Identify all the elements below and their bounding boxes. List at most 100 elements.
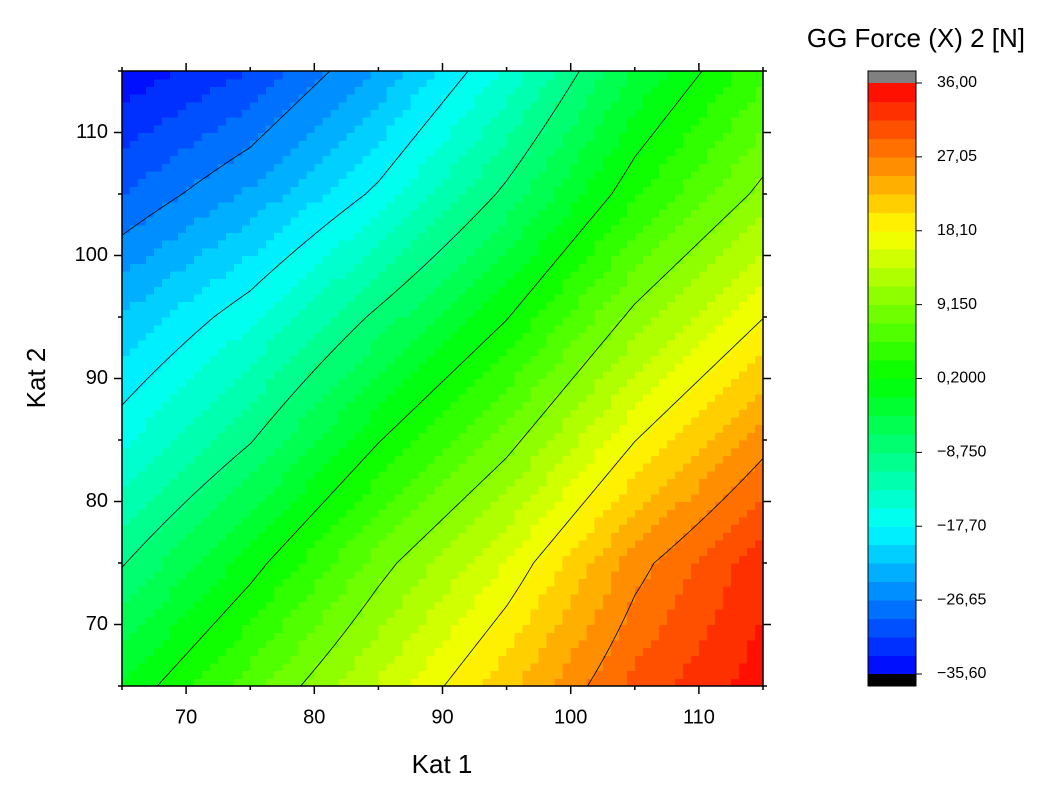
contour-cell: [186, 563, 195, 572]
contour-cell: [266, 355, 275, 364]
contour-cell: [706, 309, 716, 318]
contour-cell: [378, 470, 388, 480]
contour-cell: [578, 416, 588, 426]
contour-cell: [610, 270, 620, 280]
contour-cell: [218, 240, 227, 249]
contour-cell: [354, 263, 363, 272]
contour-cell: [554, 509, 564, 518]
contour-cell: [338, 432, 347, 441]
contour-cell: [722, 501, 732, 510]
contour-cell: [514, 247, 524, 257]
contour-cell: [306, 647, 315, 656]
contour-cell: [634, 386, 644, 395]
contour-cell: [306, 616, 315, 626]
contour-cell: [562, 278, 572, 287]
contour-cell: [674, 386, 684, 395]
contour-cell: [738, 317, 748, 326]
contour-cell: [674, 424, 684, 433]
contour-cell: [162, 247, 171, 257]
contour-cell: [434, 578, 444, 587]
contour-cell: [378, 378, 388, 387]
contour-cell: [586, 578, 596, 587]
contour-cell: [570, 401, 580, 410]
contour-cell: [466, 539, 476, 549]
contour-cell: [554, 270, 564, 280]
contour-cell: [514, 263, 524, 272]
contour-cell: [706, 255, 716, 264]
contour-cell: [122, 347, 131, 357]
contour-cell: [586, 224, 596, 234]
contour-cell: [722, 478, 732, 487]
contour-cell: [458, 647, 468, 656]
contour-cell: [570, 286, 580, 295]
contour-cell: [402, 432, 412, 441]
contour-cell: [242, 324, 251, 333]
contour-cell: [546, 232, 556, 241]
contour-cell: [474, 424, 484, 433]
contour-cell: [234, 370, 243, 380]
contour-cell: [466, 486, 476, 495]
contour-cell: [578, 347, 588, 357]
contour-cell: [546, 547, 556, 556]
contour-cell: [258, 416, 267, 426]
contour-cell: [610, 224, 620, 234]
contour-cell: [498, 409, 508, 418]
contour-cell: [266, 662, 275, 672]
contour-cell: [554, 678, 564, 687]
contour-cell: [250, 378, 259, 387]
contour-cell: [386, 509, 396, 518]
contour-cell: [450, 532, 460, 541]
contour-cell: [586, 470, 596, 480]
contour-cell: [674, 340, 684, 349]
contour-cell: [642, 609, 652, 618]
contour-cell: [634, 432, 644, 441]
contour-cell: [146, 416, 155, 426]
contour-cell: [210, 409, 219, 418]
contour-cell: [658, 624, 668, 633]
contour-cell: [378, 393, 388, 403]
contour-cell: [562, 501, 572, 510]
contour-cell: [386, 232, 396, 241]
contour-cell: [634, 524, 644, 533]
contour-cell: [554, 662, 564, 672]
contour-cell: [418, 240, 428, 249]
contour-cell: [338, 340, 347, 349]
contour-cell: [338, 263, 347, 272]
contour-cell: [362, 440, 371, 449]
contour-cell: [554, 332, 564, 341]
contour-cell: [138, 570, 147, 579]
contour-cell: [354, 547, 363, 556]
contour-cell: [602, 555, 612, 564]
contour-cell: [194, 347, 203, 357]
contour-cell: [610, 647, 620, 656]
contour-cell: [442, 486, 452, 495]
contour-cell: [146, 578, 155, 587]
contour-cell: [258, 539, 267, 549]
contour-cell: [354, 347, 363, 357]
contour-cell: [258, 293, 267, 303]
contour-cell: [298, 347, 307, 357]
contour-cell: [426, 516, 436, 526]
contour-cell: [746, 509, 756, 518]
contour-cell: [226, 578, 235, 587]
contour-cell: [642, 363, 652, 372]
contour-cell: [426, 570, 436, 579]
contour-cell: [202, 570, 211, 579]
contour-cell: [122, 501, 131, 510]
contour-cell: [266, 424, 275, 433]
contour-cell: [194, 416, 203, 426]
contour-cell: [458, 578, 468, 587]
contour-cell: [658, 278, 668, 287]
contour-cell: [634, 278, 644, 287]
contour-cell: [530, 455, 540, 464]
contour-cell: [706, 409, 716, 418]
contour-cell: [258, 532, 267, 541]
contour-cell: [410, 624, 420, 633]
contour-cell: [130, 370, 139, 380]
contour-cell: [202, 463, 211, 472]
contour-cell: [442, 270, 452, 280]
contour-cell: [426, 532, 436, 541]
contour-cell: [290, 355, 299, 364]
contour-cell: [530, 632, 540, 641]
contour-cell: [666, 378, 676, 387]
